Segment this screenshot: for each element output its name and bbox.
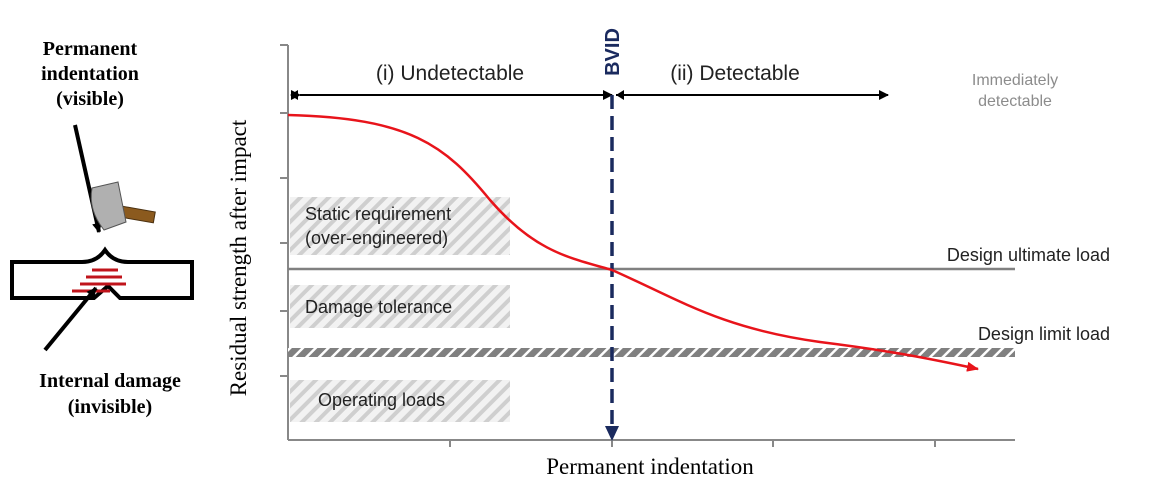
- region-label: detectable: [978, 93, 1052, 110]
- region-label: (i) Undetectable: [376, 62, 524, 85]
- x-axis-label: Permanent indentation: [546, 454, 754, 479]
- load-label: Design ultimate load: [947, 245, 1110, 265]
- y-axis-label: Residual strength after impact: [226, 119, 251, 396]
- limit-load-line: [288, 348, 1015, 357]
- plate: [10, 246, 194, 300]
- zone: [290, 380, 510, 422]
- axes: [280, 44, 1015, 447]
- zone: [290, 197, 510, 255]
- threshold-label: BVID: [602, 28, 624, 76]
- zone-label: (over-engineered): [305, 228, 448, 248]
- region-label: (ii) Detectable: [670, 62, 800, 85]
- label: Permanent: [43, 38, 138, 60]
- arrowhead: [616, 90, 624, 100]
- zone-label: Static requirement: [305, 204, 451, 224]
- load-label: Design limit load: [978, 324, 1110, 344]
- label: Internal damage: [39, 370, 181, 392]
- hammer: [90, 181, 156, 231]
- arrowhead: [290, 90, 298, 100]
- arrowhead: [605, 426, 619, 441]
- zone: [290, 285, 510, 328]
- arrow: [43, 286, 98, 352]
- label: (invisible): [68, 396, 152, 418]
- left-panel: Permanent indentation (visible) Internal…: [10, 38, 194, 418]
- zone-label: Operating loads: [318, 390, 445, 410]
- strength-curve: [287, 113, 979, 372]
- label: (visible): [56, 88, 124, 110]
- region-label: Immediately: [972, 72, 1058, 89]
- zone-label: Damage tolerance: [305, 297, 452, 317]
- label: indentation: [41, 63, 139, 85]
